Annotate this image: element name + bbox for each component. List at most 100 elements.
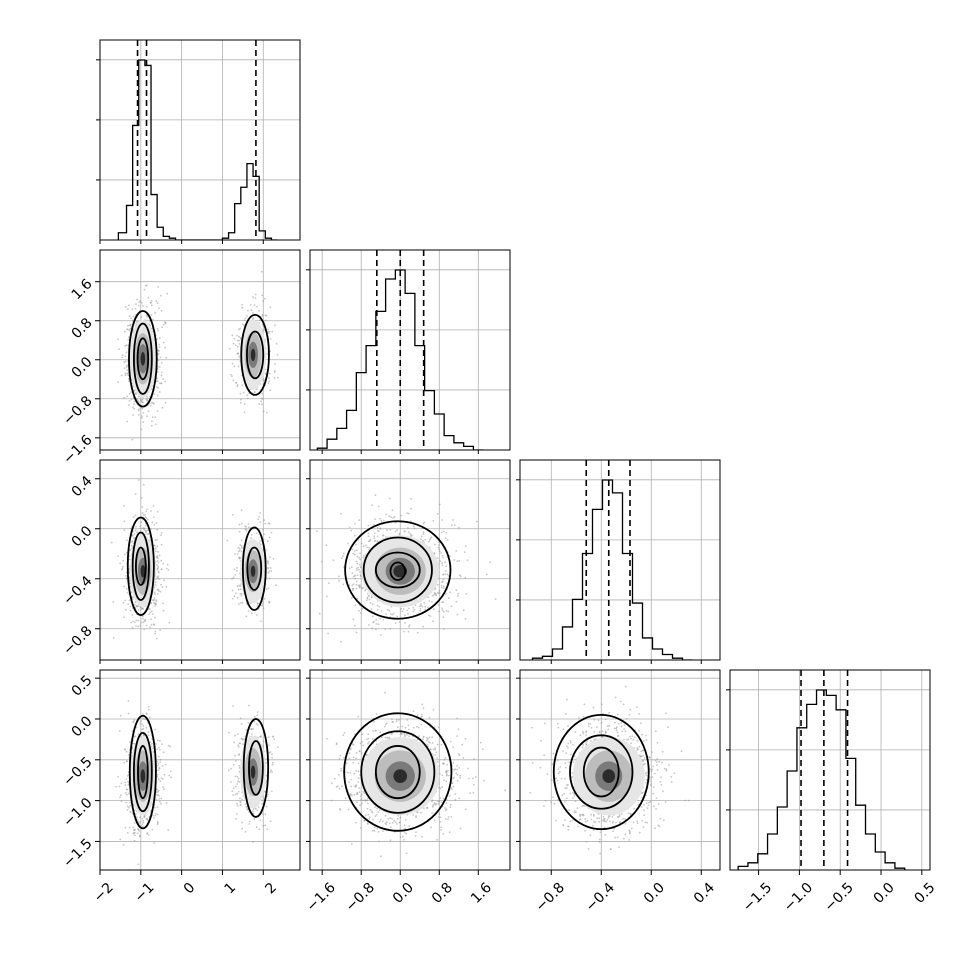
sample-point	[134, 606, 137, 609]
sample-point	[158, 795, 160, 797]
sample-point	[262, 824, 265, 827]
sample-point	[263, 297, 266, 300]
sample-point	[404, 734, 406, 736]
sample-point	[457, 526, 460, 529]
sample-point	[379, 731, 382, 734]
sample-point	[121, 565, 124, 568]
sample-point	[392, 612, 395, 615]
sample-point	[422, 738, 424, 740]
sample-point	[262, 740, 265, 743]
sample-point	[141, 407, 144, 410]
sample-point	[380, 519, 383, 522]
sample-point	[443, 758, 446, 761]
sample-point	[412, 726, 415, 729]
sample-point	[441, 519, 444, 521]
sample-point	[159, 337, 161, 339]
sample-point	[156, 820, 159, 823]
sample-point	[144, 718, 147, 721]
sample-point	[458, 559, 461, 562]
sample-point	[120, 800, 123, 803]
sample-point	[123, 761, 126, 764]
sample-point	[384, 815, 387, 817]
sample-point	[161, 765, 164, 767]
sample-point	[152, 599, 155, 602]
sample-point	[239, 717, 242, 720]
sample-point	[247, 309, 249, 312]
sample-point	[169, 770, 172, 773]
sample-point	[145, 517, 148, 520]
sample-point	[157, 566, 159, 569]
sample-point	[264, 314, 267, 317]
sample-point	[124, 599, 126, 602]
sample-point	[238, 780, 241, 783]
sample-point	[396, 823, 398, 825]
sample-point	[234, 592, 237, 595]
sample-point	[433, 593, 436, 596]
sample-point	[142, 514, 145, 516]
sample-point	[167, 569, 170, 571]
sample-point	[430, 536, 433, 539]
sample-point	[367, 733, 370, 735]
sample-point	[256, 711, 259, 713]
sample-point	[146, 533, 149, 536]
sample-point	[156, 538, 158, 541]
sample-point	[166, 563, 169, 566]
sample-point	[387, 818, 390, 820]
sample-point	[456, 560, 459, 562]
sample-point	[238, 557, 241, 559]
sample-point	[132, 315, 135, 318]
sample-point	[259, 521, 262, 524]
sample-point	[464, 618, 467, 620]
sample-point	[367, 595, 370, 597]
sample-point	[158, 578, 161, 581]
sample-point	[457, 594, 459, 597]
sample-point	[124, 360, 127, 363]
sample-point	[256, 614, 258, 616]
sample-point	[253, 715, 256, 718]
sample-point	[143, 288, 146, 291]
sample-point	[358, 610, 360, 612]
sample-point	[423, 601, 426, 604]
sample-point	[398, 532, 401, 535]
sample-point	[236, 345, 239, 348]
sample-point	[374, 518, 376, 521]
sample-point	[362, 790, 365, 793]
sample-point	[236, 585, 239, 588]
sample-point	[127, 603, 130, 606]
sample-point	[259, 319, 261, 321]
sample-point	[438, 610, 440, 613]
sample-point	[149, 626, 151, 629]
sample-point	[123, 585, 125, 588]
sample-point	[125, 364, 128, 367]
sample-point	[127, 324, 129, 327]
panel-frame	[519, 459, 721, 661]
sample-point	[129, 811, 132, 813]
sample-point	[154, 630, 157, 633]
sample-point	[362, 586, 365, 589]
sample-point	[445, 610, 448, 612]
sample-point	[123, 367, 126, 369]
sample-point	[464, 576, 467, 579]
sample-point	[452, 762, 455, 764]
sample-point	[447, 816, 450, 818]
hist-panel-0	[96, 39, 301, 241]
sample-point	[117, 776, 119, 778]
sample-point	[340, 557, 343, 560]
sample-point	[441, 554, 444, 557]
sample-point	[160, 371, 163, 374]
sample-point	[350, 566, 353, 568]
sample-point	[431, 594, 434, 597]
scatter-panel-0-1	[99, 249, 301, 451]
sample-point	[361, 587, 363, 590]
sample-point	[259, 512, 262, 514]
sample-point	[110, 541, 113, 544]
sample-point	[156, 739, 159, 742]
sample-point	[239, 742, 242, 745]
sample-point	[126, 793, 128, 796]
sample-point	[159, 800, 161, 803]
sample-point	[462, 609, 465, 612]
sample-point	[139, 722, 142, 725]
sample-point	[121, 567, 124, 570]
sample-point	[360, 542, 363, 545]
sample-point	[270, 570, 273, 572]
